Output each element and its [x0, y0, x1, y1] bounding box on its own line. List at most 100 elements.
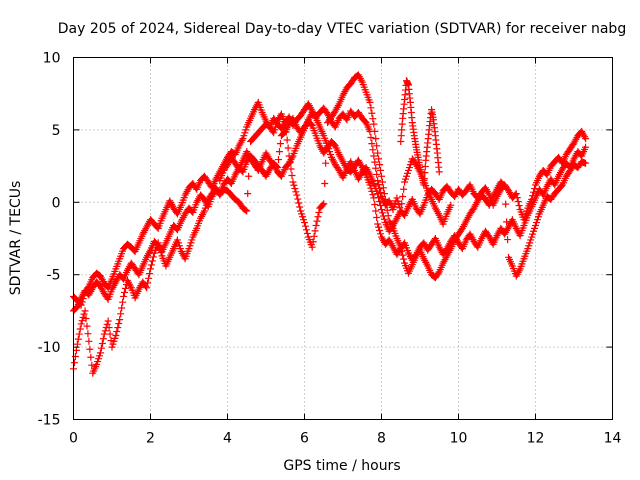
- data-point-marker: [382, 201, 390, 209]
- data-point-marker: [435, 168, 443, 176]
- data-point-marker: [101, 327, 109, 335]
- data-point-marker: [291, 185, 299, 193]
- data-point-marker: [146, 270, 154, 278]
- data-point-marker: [157, 249, 165, 257]
- data-point-marker: [302, 226, 310, 234]
- data-point-marker: [503, 218, 511, 226]
- data-point-marker: [319, 201, 327, 209]
- x-tick-label: 4: [223, 431, 232, 447]
- data-point-marker: [276, 140, 284, 148]
- data-point-marker: [120, 292, 128, 300]
- data-point-marker: [514, 198, 522, 206]
- data-point-marker: [512, 190, 520, 198]
- data-point-marker: [421, 169, 429, 177]
- data-point-marker: [156, 245, 164, 253]
- data-point-marker: [155, 242, 163, 250]
- x-axis-label: GPS time / hours: [283, 458, 400, 474]
- data-point-marker: [531, 185, 539, 193]
- data-point-marker: [373, 214, 381, 222]
- data-point-marker: [105, 324, 113, 332]
- data-point-marker: [147, 261, 155, 269]
- data-point-marker: [311, 113, 319, 121]
- data-point-marker: [70, 359, 78, 367]
- data-point-marker: [399, 193, 407, 201]
- data-point-marker: [115, 320, 123, 328]
- data-point-marker: [86, 345, 94, 353]
- data-point-marker: [373, 170, 381, 178]
- data-point-marker: [293, 191, 301, 199]
- data-point-marker: [434, 269, 442, 277]
- data-point-marker: [281, 120, 289, 128]
- axis-ticks: [73, 57, 613, 420]
- data-point-marker: [372, 207, 380, 215]
- y-tick-label: 0: [52, 195, 61, 211]
- data-point-marker: [378, 206, 385, 214]
- data-point-marker: [371, 158, 379, 166]
- data-point-marker: [116, 316, 124, 324]
- data-point-marker: [149, 253, 157, 261]
- data-point-marker: [82, 315, 90, 323]
- data-point-marker: [73, 340, 81, 348]
- data-point-marker: [81, 307, 89, 315]
- data-point-marker: [144, 279, 152, 287]
- x-tick-labels: 0 2 4 6 8 10 12 14: [69, 431, 621, 447]
- data-point-marker: [380, 215, 388, 223]
- data-point-marker: [393, 194, 401, 202]
- data-point-marker: [121, 284, 129, 292]
- data-point-marker: [421, 162, 429, 170]
- data-point-marker: [399, 251, 407, 259]
- data-point-marker: [368, 140, 376, 148]
- data-point-marker: [303, 229, 311, 237]
- data-point-marker: [375, 194, 383, 202]
- data-point-marker: [112, 332, 120, 340]
- data-point-marker: [147, 265, 154, 273]
- data-point-marker: [366, 181, 374, 189]
- data-point-marker: [372, 135, 380, 143]
- data-point-marker: [375, 181, 383, 189]
- data-point-marker: [582, 159, 590, 167]
- data-point-marker: [369, 115, 377, 123]
- data-point-marker: [376, 227, 384, 235]
- data-point-marker: [113, 328, 121, 336]
- data-point-marker: [504, 236, 512, 244]
- x-tick-label: 14: [604, 431, 622, 447]
- data-point-marker: [379, 212, 387, 220]
- data-point-marker: [301, 222, 309, 230]
- data-point-marker: [375, 223, 383, 231]
- data-point-marker: [88, 361, 96, 369]
- data-point-marker: [397, 207, 405, 215]
- data-point-marker: [379, 184, 387, 192]
- y-tick-label: 10: [43, 51, 61, 67]
- y-tick-label: -5: [47, 268, 61, 284]
- data-point-marker: [383, 206, 391, 214]
- data-point-marker: [96, 349, 104, 357]
- y-tick-label: -10: [38, 340, 61, 356]
- data-point-marker: [322, 159, 330, 167]
- data-point-marker: [275, 148, 283, 156]
- data-point-marker: [80, 310, 88, 318]
- data-point-marker: [119, 298, 127, 306]
- data-point-marker: [292, 188, 300, 196]
- data-point-marker: [377, 230, 385, 238]
- data-point-marker: [242, 206, 250, 214]
- data-point-marker: [530, 188, 538, 196]
- data-point-marker: [145, 274, 153, 282]
- data-point-marker: [400, 255, 408, 263]
- data-point-marker: [310, 232, 318, 240]
- data-point-marker: [77, 320, 85, 328]
- data-point-marker: [99, 335, 107, 343]
- data-point-marker: [513, 194, 521, 202]
- data-point-marker: [301, 219, 308, 227]
- data-point-marker: [397, 243, 405, 251]
- data-point-marker: [420, 175, 428, 183]
- data-point-marker: [381, 195, 389, 203]
- series-track-c: [70, 71, 590, 377]
- data-point-marker: [378, 172, 385, 180]
- data-point-marker: [84, 330, 92, 338]
- data-point-marker: [420, 181, 428, 189]
- data-point-marker: [380, 190, 388, 198]
- data-point-marker: [75, 330, 83, 338]
- data-point-marker: [148, 257, 156, 265]
- data-point-marker: [289, 178, 297, 186]
- data-point-marker: [245, 172, 253, 180]
